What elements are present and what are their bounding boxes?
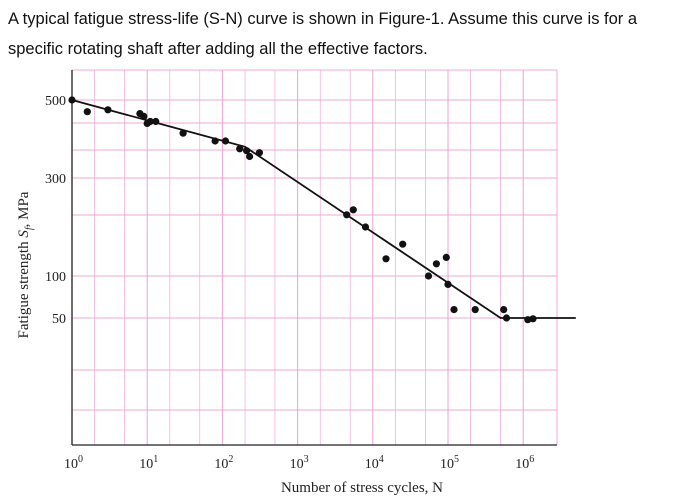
data-point	[382, 255, 390, 263]
tick-labels: 500 300 100 50 100 101 102 103 104 105 106	[45, 94, 534, 472]
y-tick-label: 100	[45, 270, 66, 285]
data-point	[432, 260, 440, 268]
data-point	[211, 137, 219, 145]
data-point	[471, 306, 479, 314]
y-axis-label: Fatigue strength Sf, MPa	[16, 191, 35, 338]
x-axis-label: Number of stress cycles, N	[281, 480, 443, 496]
data-point	[502, 314, 511, 322]
question-line-2: specific rotating shaft after adding all…	[8, 40, 428, 58]
data-point	[146, 117, 154, 126]
data-point	[424, 272, 433, 280]
data-point	[104, 106, 112, 114]
data-point	[442, 253, 450, 261]
data-points	[68, 96, 537, 324]
y-tick-label: 300	[45, 172, 66, 187]
data-point	[450, 306, 458, 314]
x-tick-label: 104	[365, 454, 384, 472]
x-tick-label: 103	[290, 454, 309, 472]
data-point	[179, 129, 187, 137]
x-tick-label: 106	[515, 454, 534, 472]
data-point	[255, 149, 263, 157]
data-point	[361, 223, 370, 231]
x-tick-label: 105	[440, 454, 459, 472]
grid	[71, 69, 558, 445]
data-point	[83, 108, 91, 116]
y-tick-label: 50	[52, 312, 66, 327]
data-point	[246, 152, 254, 161]
data-point	[243, 147, 251, 155]
data-point	[68, 96, 76, 104]
x-tick-label: 101	[139, 454, 158, 472]
sn-curve-chart: 500 300 100 50 100 101 102 103 104 105 106 Number …	[16, 69, 576, 496]
x-tick-label: 100	[64, 454, 83, 472]
data-point	[236, 145, 244, 153]
question-text: A typical fatigue stress-life (S-N) curv…	[8, 4, 698, 64]
data-point	[221, 137, 230, 145]
data-point	[349, 206, 357, 214]
data-point	[529, 315, 537, 323]
data-point	[444, 280, 452, 288]
data-point	[399, 240, 407, 248]
data-point	[152, 117, 160, 126]
question-line-1: A typical fatigue stress-life (S-N) curv…	[8, 10, 638, 28]
axes	[71, 70, 557, 446]
y-tick-label: 500	[45, 94, 66, 109]
data-point	[343, 211, 351, 219]
data-point	[500, 306, 508, 314]
x-tick-label: 102	[214, 454, 233, 472]
data-point	[140, 112, 148, 120]
